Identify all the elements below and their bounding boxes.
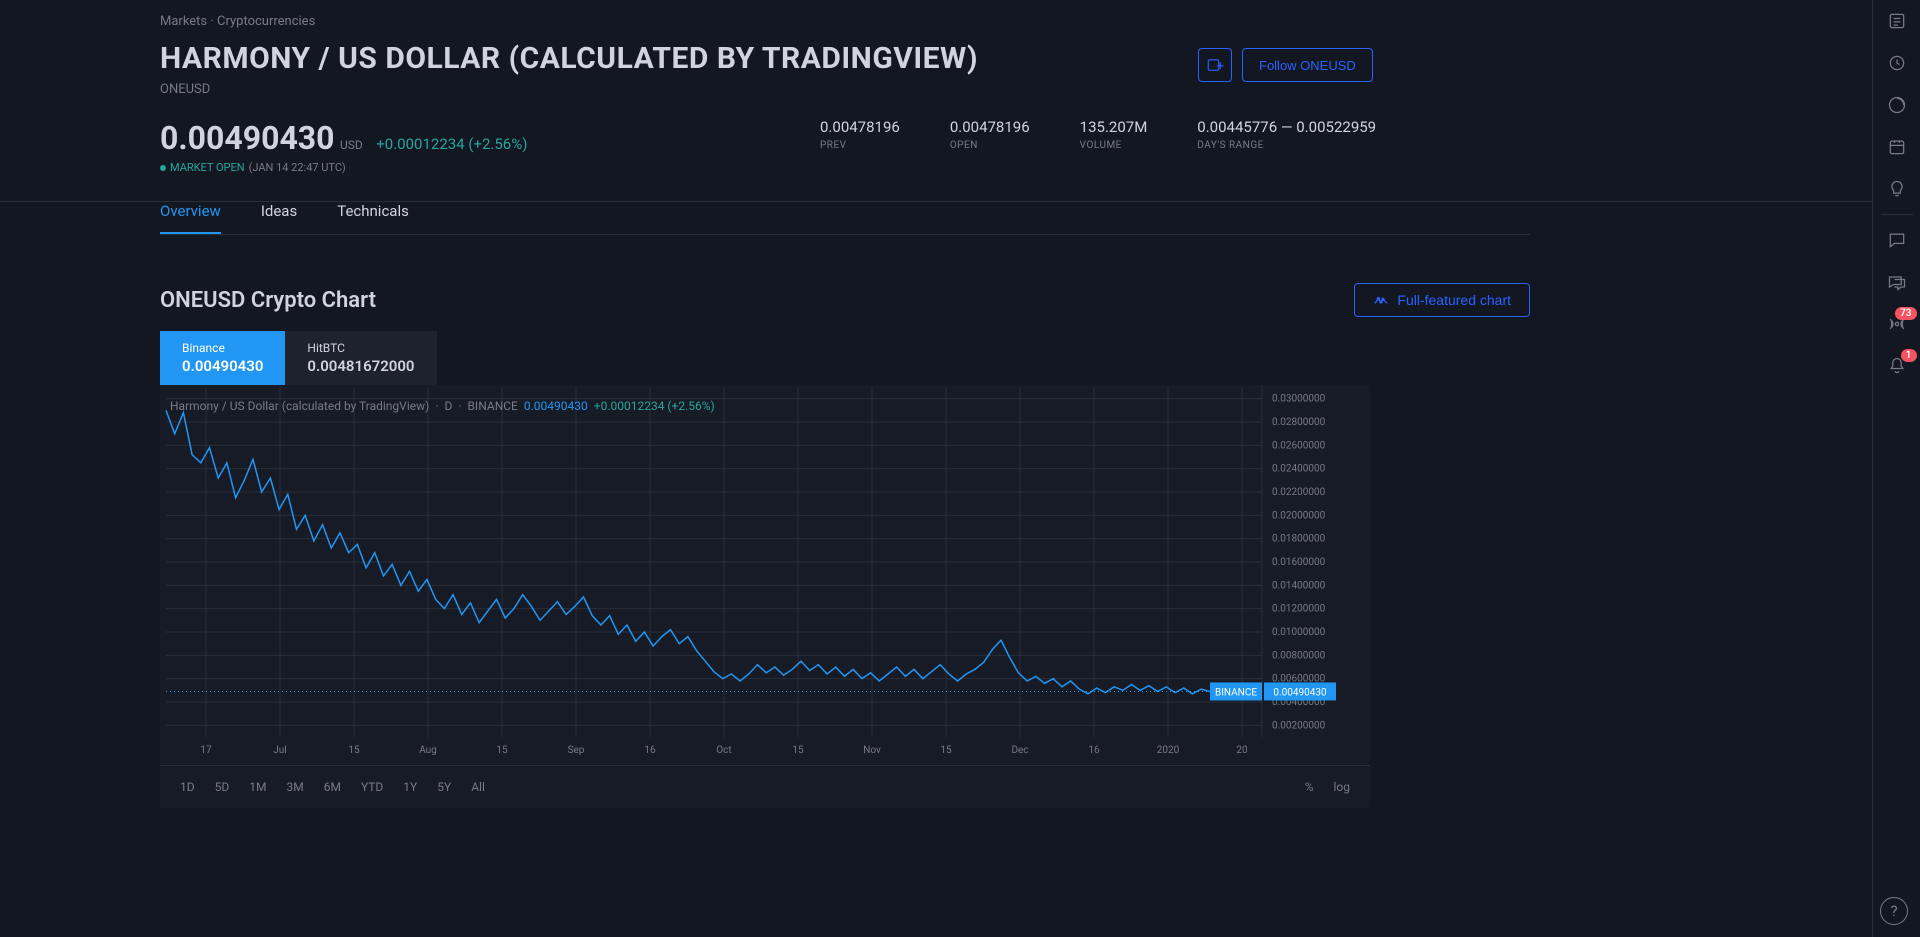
svg-text:0.02800000: 0.02800000 — [1272, 417, 1326, 428]
alerts-icon[interactable] — [1873, 42, 1920, 84]
svg-text:0.02400000: 0.02400000 — [1272, 464, 1326, 475]
chart-info-price: 0.00490430 — [524, 399, 588, 413]
svg-text:0.02000000: 0.02000000 — [1272, 510, 1326, 521]
svg-text:Nov: Nov — [863, 745, 881, 756]
svg-text:Aug: Aug — [419, 745, 437, 756]
chart-title: ONEUSD Crypto Chart — [160, 288, 376, 313]
svg-text:0.01800000: 0.01800000 — [1272, 534, 1326, 545]
price-change: +0.00012234 (+2.56%) — [376, 135, 527, 153]
scale-pct[interactable]: % — [1297, 776, 1322, 798]
stat-range: 0.00445776 — 0.00522959DAY'S RANGE — [1197, 118, 1376, 151]
svg-text:0.00800000: 0.00800000 — [1272, 650, 1326, 661]
svg-text:2020: 2020 — [1157, 745, 1180, 756]
timeframe-1m[interactable]: 1M — [241, 776, 274, 798]
chart-info-pair: Harmony / US Dollar (calculated by Tradi… — [170, 399, 429, 413]
timeframe-6m[interactable]: 6M — [316, 776, 349, 798]
timeframe-3m[interactable]: 3M — [278, 776, 311, 798]
chart-info-tf: D — [444, 399, 452, 413]
price-currency: USD — [340, 138, 363, 152]
ideas-icon[interactable] — [1873, 168, 1920, 210]
breadcrumb-crypto[interactable]: Cryptocurrencies — [217, 14, 315, 29]
hotlist-icon[interactable] — [1873, 84, 1920, 126]
add-alert-button[interactable] — [1198, 48, 1232, 82]
exchange-tab-hitbtc[interactable]: HitBTC0.00481672000 — [285, 331, 436, 385]
svg-text:Sep: Sep — [568, 745, 585, 756]
stream-icon[interactable]: 73 — [1873, 303, 1920, 345]
stream-badge: 73 — [1895, 307, 1916, 320]
chart-info-src: BINANCE — [467, 399, 517, 413]
symbol-code: ONEUSD — [160, 82, 1530, 97]
svg-text:15: 15 — [940, 745, 952, 756]
notif-badge: 1 — [1901, 349, 1917, 362]
chart-info-change: +0.00012234 (+2.56%) — [594, 399, 715, 413]
svg-text:15: 15 — [792, 745, 804, 756]
price-value: 0.00490430 — [160, 119, 335, 157]
exchange-tab-binance[interactable]: Binance0.00490430 — [160, 331, 285, 385]
breadcrumb: Markets · Cryptocurrencies — [160, 0, 1530, 29]
follow-button[interactable]: Follow ONEUSD — [1242, 48, 1373, 82]
stat-prev: 0.00478196PREV — [820, 118, 900, 151]
svg-text:0.01200000: 0.01200000 — [1272, 604, 1326, 615]
help-button[interactable]: ? — [1880, 897, 1908, 925]
timeframe-1y[interactable]: 1Y — [395, 776, 425, 798]
svg-text:Dec: Dec — [1011, 745, 1028, 756]
svg-text:0.00200000: 0.00200000 — [1272, 720, 1326, 731]
tab-ideas[interactable]: Ideas — [261, 202, 297, 234]
svg-text:0.02600000: 0.02600000 — [1272, 440, 1326, 451]
svg-text:0.01000000: 0.01000000 — [1272, 627, 1326, 638]
svg-text:0.01400000: 0.01400000 — [1272, 580, 1326, 591]
scale-log[interactable]: log — [1326, 776, 1359, 798]
svg-text:Jul: Jul — [273, 745, 286, 756]
chat-icon[interactable] — [1873, 219, 1920, 261]
market-status: MARKET OPEN (JAN 14 22:47 UTC) — [160, 161, 1530, 174]
timeframe-5d[interactable]: 5D — [207, 776, 238, 798]
svg-text:17: 17 — [200, 745, 212, 756]
svg-text:0.02200000: 0.02200000 — [1272, 487, 1326, 498]
svg-text:Oct: Oct — [716, 745, 731, 756]
price-chart[interactable]: 0.002000000.004000000.006000000.00800000… — [160, 385, 1370, 765]
timeframe-all[interactable]: All — [463, 776, 493, 798]
stat-open: 0.00478196OPEN — [950, 118, 1030, 151]
svg-text:15: 15 — [348, 745, 360, 756]
timeframe-5y[interactable]: 5Y — [429, 776, 459, 798]
notifications-icon[interactable]: 1 — [1873, 345, 1920, 387]
private-chat-icon[interactable] — [1873, 261, 1920, 303]
tab-overview[interactable]: Overview — [160, 202, 221, 234]
svg-text:16: 16 — [1088, 745, 1100, 756]
svg-text:0.03000000: 0.03000000 — [1272, 394, 1326, 405]
timeframe-1d[interactable]: 1D — [172, 776, 203, 798]
svg-text:0.01600000: 0.01600000 — [1272, 557, 1326, 568]
calendar-icon[interactable] — [1873, 126, 1920, 168]
timeframe-row: 1D5D1M3M6MYTD1Y5YAll%log — [160, 765, 1370, 808]
svg-text:0.00490430: 0.00490430 — [1273, 687, 1327, 698]
stat-volume: 135.207MVOLUME — [1080, 118, 1148, 151]
full-chart-button[interactable]: Full-featured chart — [1354, 283, 1530, 317]
timeframe-ytd[interactable]: YTD — [353, 776, 391, 798]
svg-text:15: 15 — [496, 745, 508, 756]
right-rail: 73 1 — [1872, 0, 1920, 937]
watchlist-icon[interactable] — [1873, 0, 1920, 42]
breadcrumb-markets[interactable]: Markets — [160, 14, 207, 29]
svg-text:20: 20 — [1236, 745, 1248, 756]
svg-text:BINANCE: BINANCE — [1215, 687, 1257, 698]
tab-technicals[interactable]: Technicals — [337, 202, 409, 234]
svg-text:16: 16 — [644, 745, 656, 756]
